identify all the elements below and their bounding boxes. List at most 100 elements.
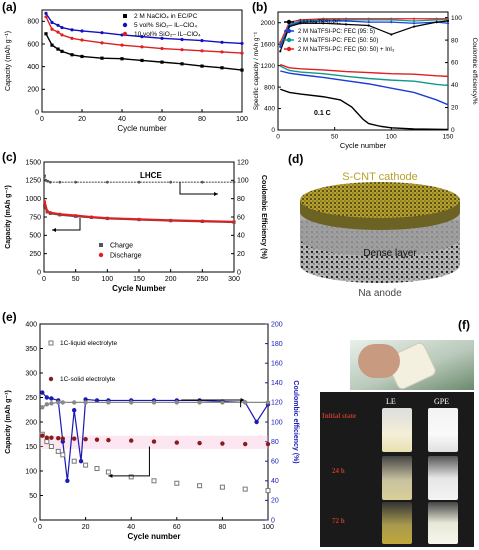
data-point [60, 49, 64, 53]
data-point [40, 433, 45, 438]
data-point [43, 200, 47, 204]
series-line [279, 65, 449, 87]
data-point [50, 27, 54, 31]
ce-point [72, 408, 77, 413]
data-point [137, 217, 141, 221]
y-tick-label: 500 [29, 233, 41, 240]
y2-tick-label: 80 [237, 196, 245, 203]
ce-arrow-head [214, 192, 218, 196]
data-point [197, 483, 203, 489]
y-tick-label: 0 [33, 517, 37, 524]
data-point [232, 220, 236, 224]
y-tick-label: 250 [25, 395, 37, 402]
panel-b: (b) 0 50 100 150 0 400 800 1200 1600 2000 Cycle nu… [250, 0, 479, 150]
x-tick-label: 40 [127, 524, 135, 531]
data-point [48, 444, 54, 449]
x-tick-label: 40 [118, 116, 126, 123]
data-point [80, 38, 84, 42]
chart-annotation: LHCE [140, 171, 162, 180]
data-point [100, 41, 104, 45]
legend-label: 2 M NaClO₄ in EC/PC [134, 13, 198, 20]
ce-point [200, 180, 204, 184]
y-tick-label: 800 [27, 19, 39, 26]
x-tick-label: 150 [443, 134, 454, 141]
legend-label: 2 M NaTFSI-PC: FEC (50: 50) + InI₃ [298, 47, 395, 53]
y2-axis-label: Coulombic Efficiency (%) [260, 175, 267, 259]
ce-point [72, 400, 77, 405]
data-point [174, 480, 180, 486]
data-point [83, 436, 88, 442]
data-point [200, 39, 204, 43]
data-point [45, 209, 49, 213]
ce-point [46, 179, 50, 183]
data-point [100, 56, 104, 60]
y2-tick-label: 20 [271, 498, 279, 505]
ce-point [220, 400, 225, 405]
ce-series-line [279, 20, 449, 52]
ce-point [344, 23, 348, 26]
data-point [105, 469, 111, 475]
capacity-arrow-head [108, 473, 113, 478]
data-point [151, 478, 157, 484]
y2-tick-label: 60 [237, 214, 245, 221]
data-point [120, 57, 124, 61]
vial-gpe-72h [428, 502, 458, 544]
legend-label: 10 vol% SiO₂– IL–ClO₄ [134, 31, 201, 38]
hand [358, 344, 400, 378]
data-point [129, 438, 134, 443]
plot-frame [39, 323, 269, 521]
ce-point [43, 174, 47, 178]
data-point [200, 219, 204, 223]
y-tick-label: 600 [27, 41, 39, 48]
data-point [56, 435, 61, 441]
ce-arrow [179, 182, 218, 195]
ce-point [56, 400, 61, 405]
legend-swatch [122, 31, 128, 37]
y2-tick-label: 100 [271, 419, 283, 426]
y2-tick-label: 200 [271, 321, 283, 328]
data-point [180, 62, 184, 66]
x-axis-label: Cycle number [117, 124, 167, 133]
ce-point [412, 17, 416, 20]
data-point [58, 212, 62, 216]
x-axis-label: Cycle number [128, 532, 181, 541]
x-tick-label: 80 [198, 116, 206, 123]
data-point [220, 50, 224, 54]
legend-swatch [286, 37, 292, 43]
cathode-top [300, 182, 460, 218]
ce-point [151, 400, 157, 405]
y2-tick-label: 120 [271, 400, 283, 407]
data-point [94, 437, 100, 442]
chart-annotation: 0.1 C [314, 110, 331, 117]
data-point [90, 215, 93, 219]
data-point [44, 15, 48, 19]
y-tick-label: 1200 [261, 63, 276, 70]
ce-point [446, 22, 450, 25]
data-point [48, 211, 52, 215]
x-tick-label: 250 [196, 276, 208, 283]
ce-point [58, 180, 62, 184]
data-point [49, 435, 54, 440]
y-tick-label: 0 [271, 127, 275, 134]
ce-point [74, 180, 78, 184]
data-point [180, 37, 184, 42]
x-tick-label: 0 [276, 134, 280, 141]
battery-diagram: S-CNT cathode Dense layer Na anode [300, 171, 460, 299]
chart-e: 0 20 40 60 80 100050100150200250300350400Cycl… [5, 321, 299, 541]
y-tick-label: 0 [37, 269, 41, 276]
data-point [74, 214, 78, 218]
x-tick-label: 100 [236, 116, 248, 123]
ce-point [137, 180, 141, 184]
ce-point [279, 50, 282, 53]
ce-point [48, 180, 52, 184]
y2-axis-label: Coulombic efficiency/% [471, 37, 478, 104]
y-tick-label: 350 [25, 346, 37, 353]
data-point [140, 35, 144, 39]
vial-le-72h [382, 502, 412, 544]
ce-point [232, 180, 236, 184]
ce-point [322, 19, 325, 23]
label-col-le: LE [386, 397, 396, 406]
legend-label: 2 M NaTFSI-PC [298, 20, 341, 26]
y2-tick-label: 40 [451, 82, 459, 89]
